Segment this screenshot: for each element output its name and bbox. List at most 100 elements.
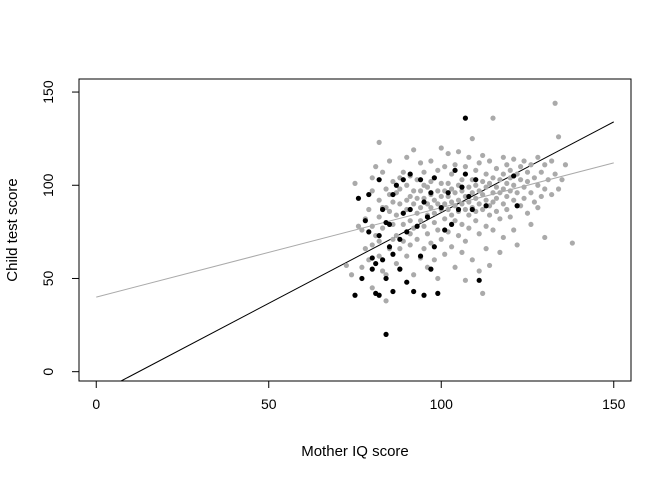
data-point — [369, 242, 375, 248]
data-point — [490, 227, 496, 233]
data-point — [414, 210, 420, 216]
data-point — [438, 193, 444, 200]
data-point — [438, 205, 444, 211]
data-point — [521, 184, 527, 190]
data-point — [449, 221, 455, 228]
x-axis: 0 50 100 150 — [92, 381, 626, 412]
data-point — [469, 190, 475, 196]
data-point — [343, 262, 349, 269]
data-point — [417, 253, 424, 259]
data-point — [417, 160, 424, 166]
data-point — [473, 177, 479, 183]
data-point — [428, 205, 434, 211]
data-point — [380, 206, 386, 213]
data-point — [511, 197, 517, 203]
data-point — [431, 244, 437, 250]
data-point — [480, 191, 486, 198]
data-point — [435, 167, 441, 173]
data-point — [442, 227, 448, 233]
x-tick-label: 100 — [430, 396, 454, 412]
data-point — [559, 177, 565, 183]
data-point — [352, 292, 358, 298]
data-point — [404, 279, 410, 285]
data-point — [452, 218, 458, 224]
data-point — [459, 221, 465, 228]
data-point — [397, 266, 403, 272]
data-point — [490, 190, 496, 196]
data-point — [469, 257, 475, 263]
data-point — [483, 246, 489, 252]
data-point — [511, 182, 517, 188]
data-point — [390, 236, 396, 242]
data-point — [421, 292, 427, 298]
data-point — [535, 154, 541, 160]
data-point — [524, 178, 531, 185]
data-point — [424, 214, 431, 220]
data-point — [507, 214, 513, 220]
data-point — [445, 180, 451, 186]
data-point — [500, 234, 506, 241]
data-point — [507, 167, 513, 173]
data-point — [411, 201, 417, 207]
data-point — [466, 193, 472, 200]
data-point — [435, 201, 441, 207]
data-point — [355, 195, 362, 201]
data-point — [480, 206, 486, 213]
data-point — [497, 216, 503, 222]
data-point — [380, 169, 386, 175]
data-point — [404, 253, 410, 259]
data-point — [497, 177, 503, 183]
data-point — [459, 177, 465, 183]
data-point — [404, 229, 410, 235]
data-point — [459, 184, 465, 190]
data-point — [528, 221, 534, 228]
data-point — [397, 201, 403, 207]
data-point — [393, 260, 399, 267]
data-point — [435, 290, 441, 296]
data-point — [400, 177, 406, 183]
data-point — [411, 147, 417, 153]
data-point — [542, 234, 548, 241]
data-point — [376, 232, 382, 239]
data-point — [445, 150, 451, 157]
data-point — [449, 212, 455, 218]
data-point — [459, 249, 465, 255]
data-point — [428, 266, 434, 272]
data-point — [386, 221, 393, 228]
data-point — [411, 188, 417, 194]
data-point — [552, 100, 558, 106]
y-tick-label: 100 — [40, 173, 56, 197]
data-point — [369, 285, 375, 291]
data-point — [486, 262, 493, 269]
y-tick-label: 50 — [40, 270, 56, 286]
data-point — [383, 298, 389, 304]
data-point — [407, 206, 413, 213]
data-point — [483, 171, 489, 177]
data-point — [452, 203, 458, 209]
data-point — [376, 139, 382, 145]
data-point — [504, 206, 510, 213]
data-point — [407, 193, 413, 200]
data-point — [514, 203, 520, 209]
data-point — [383, 275, 389, 282]
data-point — [452, 162, 458, 168]
data-point — [480, 152, 486, 159]
data-point — [380, 225, 386, 231]
data-point — [490, 175, 496, 181]
data-point — [407, 242, 413, 248]
data-point — [400, 169, 406, 175]
data-point — [514, 190, 520, 196]
data-point — [380, 268, 386, 274]
data-point — [383, 331, 389, 337]
y-axis: 0 50 100 150 — [40, 80, 79, 376]
data-point — [362, 218, 368, 224]
data-point — [476, 231, 482, 237]
data-point — [476, 188, 482, 194]
data-point — [538, 193, 544, 200]
data-point — [435, 188, 441, 194]
data-point — [562, 162, 569, 168]
data-point — [473, 167, 479, 173]
data-point — [442, 201, 448, 207]
data-point — [438, 145, 444, 151]
data-point — [538, 169, 544, 175]
